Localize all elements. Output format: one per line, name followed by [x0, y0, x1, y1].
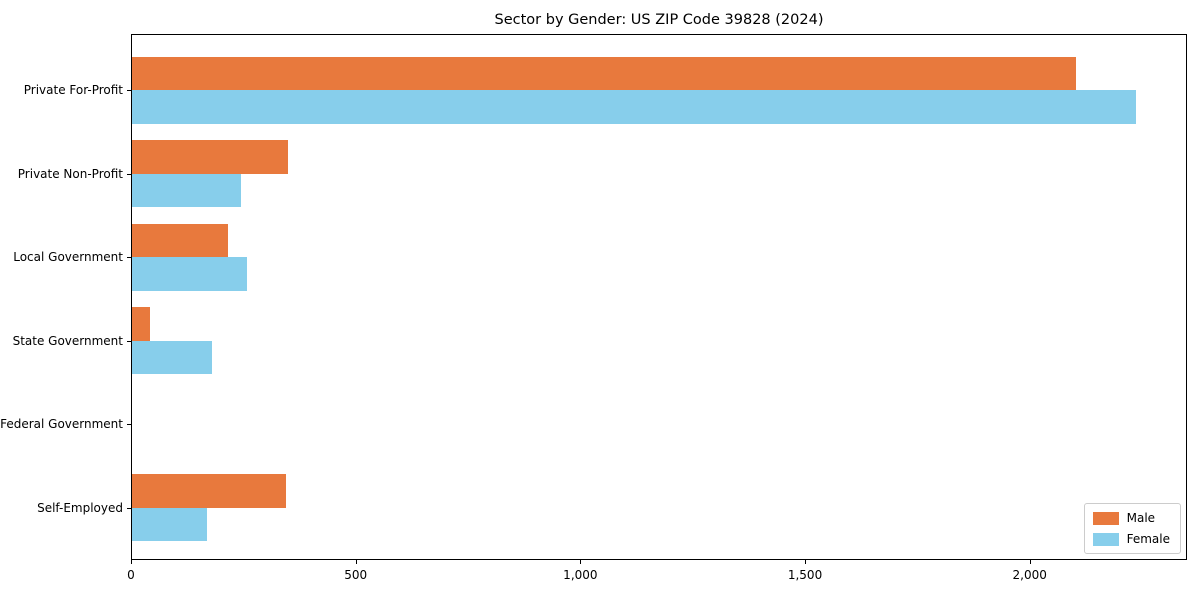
y-tick-mark [127, 90, 131, 91]
bar-male-2 [132, 223, 228, 257]
legend-swatch-female [1092, 532, 1119, 546]
y-tick-mark [127, 424, 131, 425]
y-tick-mark [127, 507, 131, 509]
x-axis-label: 1,000 [563, 568, 598, 582]
bar-male-3 [132, 307, 150, 341]
x-tick-mark [1029, 560, 1031, 564]
x-tick-mark [355, 560, 357, 564]
legend: Male Female [1083, 503, 1181, 554]
y-axis-label: Local Government [13, 250, 123, 264]
y-axis-label: Federal Government [0, 417, 123, 431]
bar-female-2 [132, 257, 247, 291]
x-tick-mark [580, 560, 582, 564]
bar-male-1 [132, 140, 289, 174]
legend-label: Male [1126, 511, 1156, 525]
legend-entry: Male [1092, 511, 1170, 525]
x-axis-label: 500 [344, 568, 368, 582]
y-tick-mark [127, 257, 131, 258]
legend-label: Female [1126, 532, 1170, 546]
y-tick-mark [127, 173, 131, 175]
x-axis-label: 1,500 [787, 568, 823, 582]
y-tick-mark [127, 340, 131, 342]
bar-female-0 [132, 90, 1136, 124]
x-axis-label: 2,000 [1012, 568, 1047, 582]
bar-female-5 [132, 507, 207, 541]
y-axis-label: Private For-Profit [23, 83, 123, 97]
chart-title: Sector by Gender: US ZIP Code 39828 (202… [494, 12, 824, 28]
legend-entry: Female [1092, 532, 1170, 546]
bar-male-0 [132, 56, 1076, 90]
bar-female-1 [132, 173, 241, 207]
y-axis-label: State Government [12, 333, 123, 348]
y-axis-label: Self-Employed [37, 500, 123, 515]
y-axis-label: Private Non-Profit [17, 166, 123, 181]
x-axis-label: 0 [127, 568, 135, 582]
x-tick-mark [805, 560, 807, 564]
x-tick-mark [131, 560, 132, 564]
legend-swatch-male [1092, 511, 1119, 525]
bar-female-3 [132, 340, 212, 374]
bar-male-5 [132, 474, 286, 508]
